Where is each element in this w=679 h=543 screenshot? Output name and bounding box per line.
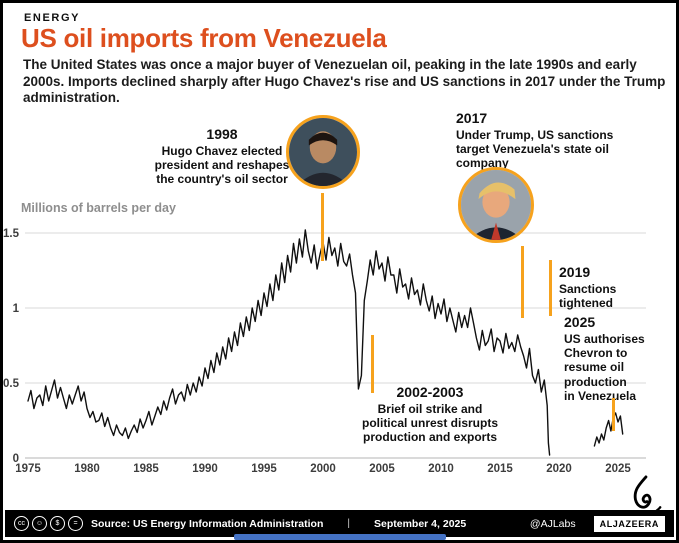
annotation-text-line: the country's oil sector (156, 172, 288, 187)
ajlabs-handle: @AJLabs (529, 517, 576, 530)
x-tick-label: 2015 (487, 463, 513, 475)
section-kicker: ENERGY (24, 12, 81, 24)
annotation-year: 1998 (206, 126, 238, 142)
by-icon: ☺ (32, 516, 47, 531)
cc-icon: cc (14, 516, 29, 531)
hugo-chavez-photo (286, 115, 360, 189)
annotation-line-2019 (549, 260, 552, 316)
date-text: September 4, 2025 (374, 517, 467, 530)
y-tick-label: 1 (13, 303, 20, 315)
annotation-text-line: production and exports (362, 430, 497, 445)
annotation-line-2002-2003 (371, 335, 374, 393)
annotation-text-line: Hugo Chavez elected (161, 144, 283, 158)
x-tick-label: 2010 (428, 463, 454, 475)
x-tick-label: 2025 (605, 463, 631, 475)
annotation-2019: 2019 Sanctions tightened (559, 264, 649, 310)
page-title: US oil imports from Venezuela (21, 23, 387, 53)
annotation-line-2017 (521, 246, 524, 318)
annotation-text-line: in Venezuela (564, 388, 637, 403)
x-tick-label: 2020 (546, 463, 572, 475)
donald-trump-photo (458, 167, 534, 243)
intro-text: The United States was once a major buyer… (23, 57, 666, 105)
aljazeera-wordmark: ALJAZEERA (593, 515, 665, 532)
annotation-text-line: target Venezuela's state oil (456, 142, 609, 157)
annotation-text-line: US authorises (564, 332, 645, 346)
annotation-year: 2002-2003 (396, 384, 464, 400)
nc-icon: $ (50, 516, 65, 531)
bottom-scroll-strip[interactable] (233, 534, 446, 540)
line-chart: 0 0.5 1 1.5 1975 1980 1985 1990 1995 2000 2005 2010… (3, 228, 646, 475)
annotation-text-line: political unrest disrupts (361, 416, 499, 431)
source-text: Source: US Energy Information Administra… (91, 517, 324, 530)
annotation-text-line: production (564, 374, 627, 389)
x-tick-label: 1995 (251, 463, 277, 475)
y-tick-label: 0.5 (3, 378, 20, 390)
x-tick-label: 1980 (74, 463, 100, 475)
data-line (27, 229, 551, 456)
annotation-1998: 1998 Hugo Chavez elected president and r… (133, 126, 311, 187)
annotation-text-line: Chevron to (564, 346, 628, 361)
nd-icon: = (68, 516, 83, 531)
aljazeera-calligraphy-logo-icon (626, 475, 664, 516)
portrait-illustration (289, 118, 357, 186)
x-tick-label: 1990 (192, 463, 218, 475)
cc-license-icons: cc ☺ $ = (14, 516, 83, 531)
y-axis-title: Millions of barrels per day (21, 201, 176, 215)
annotation-year: 2025 (564, 314, 596, 330)
annotation-text-line: tightened (559, 296, 613, 311)
annotation-2017: 2017 Under Trump, US sanctions target Ve… (456, 110, 651, 171)
annotation-year: 2019 (559, 264, 591, 280)
footer-separator: | (347, 518, 350, 529)
footer-bar: cc ☺ $ = Source: US Energy Information A… (5, 510, 674, 537)
data-line (593, 412, 624, 447)
annotation-text-line: company (456, 156, 509, 171)
annotation-text-line: resume oil (564, 360, 625, 375)
x-tick-label: 1975 (15, 463, 41, 475)
annotation-2025: 2025 US authorises Chevron to resume oil… (564, 314, 659, 403)
x-tick-label: 1985 (133, 463, 159, 475)
y-tick-label: 0 (13, 453, 19, 465)
annotation-text-line: president and reshapes (154, 158, 290, 173)
portrait-illustration (461, 170, 531, 240)
x-tick-label: 2000 (310, 463, 336, 475)
y-tick-label: 1.5 (3, 228, 20, 240)
annotation-line-1998 (321, 193, 324, 261)
annotation-line-2025 (612, 398, 615, 431)
annotation-year: 2017 (456, 110, 488, 126)
x-tick-label: 2005 (369, 463, 395, 475)
annotation-text-line: Brief oil strike and (377, 402, 483, 416)
annotation-text-line: Sanctions (559, 282, 617, 296)
annotation-text-line: Under Trump, US sanctions (456, 128, 614, 142)
annotation-2002-2003: 2002-2003 Brief oil strike and political… (341, 384, 519, 445)
